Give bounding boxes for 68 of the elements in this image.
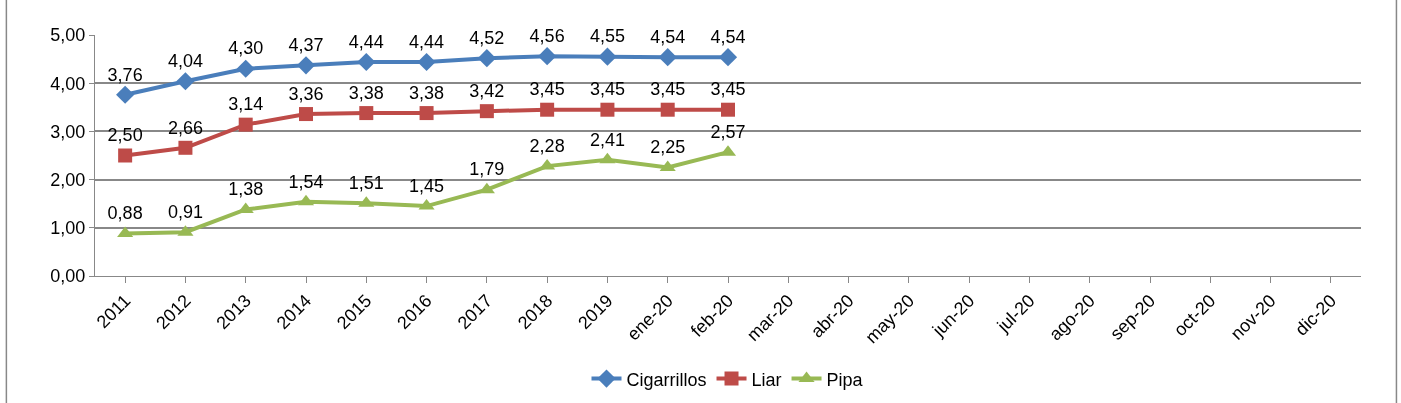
data-label: 3,36 (288, 83, 324, 104)
legend-label: Cigarrillos (626, 369, 707, 390)
data-label: 2,25 (650, 137, 686, 158)
data-label: 3,38 (409, 82, 445, 103)
point (658, 48, 677, 67)
data-label: 3,42 (469, 80, 505, 101)
point (419, 106, 434, 121)
y-tick-label: 4,00 (50, 73, 86, 94)
data-label: 4,56 (529, 25, 565, 46)
y-tick-label: 0,00 (50, 266, 86, 287)
y-tick-label: 3,00 (50, 121, 86, 142)
data-label: 1,45 (409, 175, 445, 196)
point (299, 107, 313, 122)
point (538, 47, 557, 66)
data-label: 3,45 (529, 79, 565, 100)
point (116, 85, 135, 104)
point (599, 152, 616, 164)
data-label: 2,50 (107, 125, 143, 146)
point (236, 59, 255, 78)
point (296, 56, 316, 75)
point (600, 102, 615, 117)
point (357, 52, 376, 72)
data-label: 3,45 (710, 79, 746, 100)
data-label: 0,91 (167, 201, 203, 222)
y-tick-label: 1,00 (50, 218, 86, 239)
point (117, 226, 134, 238)
data-label: 4,44 (348, 31, 384, 52)
data-label: 2,41 (589, 129, 625, 150)
point (478, 182, 495, 194)
data-label: 3,45 (589, 79, 625, 100)
data-label: 3,76 (107, 64, 143, 85)
point (479, 104, 494, 119)
data-label: 3,45 (650, 79, 686, 100)
data-label: 1,38 (228, 179, 264, 200)
point (598, 47, 617, 66)
data-label: 4,54 (650, 26, 686, 47)
data-label: 4,44 (409, 31, 445, 52)
data-label: 1,54 (288, 171, 324, 192)
point (417, 52, 436, 72)
data-label: 4,37 (288, 35, 324, 56)
data-label: 2,28 (529, 135, 565, 156)
data-label: 2,66 (167, 117, 203, 138)
point (359, 106, 374, 121)
data-label: 0,88 (107, 203, 143, 224)
data-label: 3,38 (348, 82, 384, 103)
point (118, 148, 133, 163)
point (718, 48, 738, 67)
data-label: 4,52 (469, 27, 505, 48)
data-label: 1,51 (348, 172, 384, 193)
point (178, 140, 193, 155)
data-label: 1,79 (469, 159, 505, 180)
data-label: 2,57 (710, 121, 746, 142)
data-label: 3,14 (228, 94, 264, 115)
point (540, 102, 555, 117)
point (477, 49, 496, 68)
data-label: 4,55 (589, 26, 625, 47)
y-tick-label: 2,00 (50, 169, 86, 190)
legend-label: Liar (751, 369, 782, 390)
point (659, 160, 676, 172)
y-tick-label: 5,00 (50, 25, 86, 46)
data-label: 4,30 (228, 38, 264, 59)
point (238, 117, 253, 132)
data-label: 4,04 (167, 51, 203, 72)
point (660, 102, 675, 117)
legend-label: Pipa (826, 369, 864, 390)
data-label: 4,54 (710, 26, 746, 47)
point (176, 72, 195, 91)
point (721, 102, 735, 117)
